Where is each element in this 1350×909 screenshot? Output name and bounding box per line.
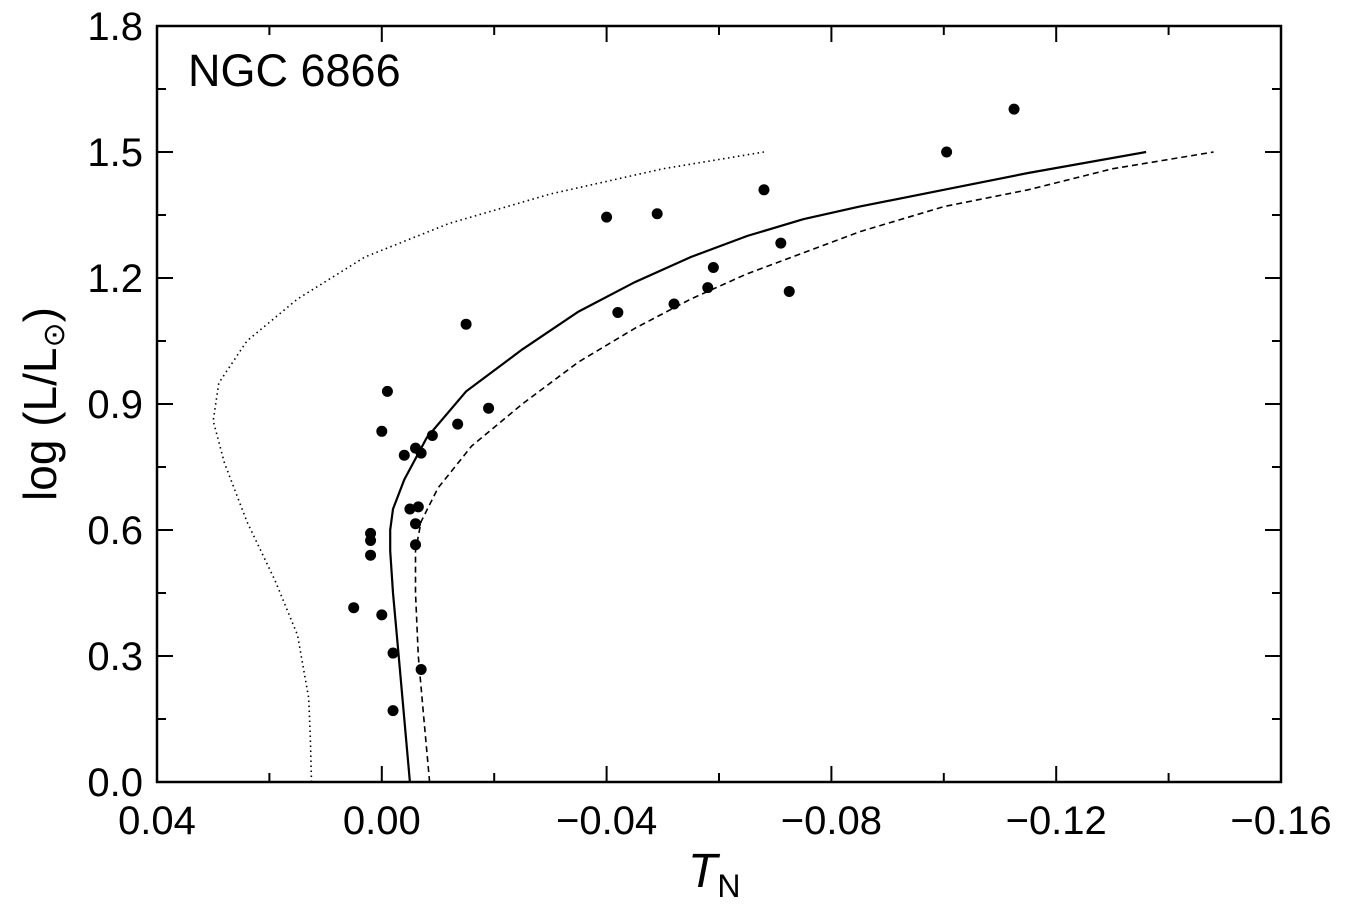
data-point [783, 285, 795, 297]
data-point [483, 402, 495, 414]
data-point [415, 447, 427, 459]
data-point [398, 449, 410, 461]
y-axis-title-sun-symbol: ⊙ [38, 322, 71, 347]
data-point [460, 318, 472, 330]
x-tick-label: 0.00 [343, 799, 421, 843]
data-point [365, 527, 377, 539]
x-tick-labels: 0.04 0.00 −0.04 −0.08 −0.12 −0.16 [118, 799, 1332, 843]
y-tick-label: 0.6 [87, 509, 143, 553]
data-point [601, 211, 613, 223]
x-tick-label: −0.12 [1006, 799, 1107, 843]
x-axis-title: TN [688, 845, 740, 904]
curve-solid [389, 150, 1147, 783]
data-point [387, 705, 399, 717]
plot-frame [155, 24, 1283, 784]
x-tick-label: 0.04 [118, 799, 196, 843]
y-axis-title-main: log (L/L [14, 348, 66, 501]
data-point [415, 663, 427, 675]
data-point [651, 208, 663, 220]
data-point [348, 602, 360, 614]
data-point [1008, 103, 1020, 115]
y-tick-label: 1.8 [87, 5, 143, 49]
data-point [412, 501, 424, 513]
y-tick-label: 0.3 [87, 635, 143, 679]
data-point [376, 609, 388, 621]
data-point [387, 647, 399, 659]
data-point [941, 146, 953, 158]
data-point [702, 282, 714, 294]
y-tick-label: 1.2 [87, 257, 143, 301]
curve-dashed [414, 151, 1214, 783]
x-tick-label: −0.04 [556, 799, 657, 843]
y-tick-labels: 0.0 0.3 0.6 0.9 1.2 1.5 1.8 [87, 5, 143, 805]
data-point [452, 418, 464, 430]
y-tick-label: 1.5 [87, 131, 143, 175]
data-point [365, 549, 377, 561]
data-point [758, 184, 770, 196]
data-point [404, 503, 416, 515]
data-point [707, 262, 719, 273]
y-axis-title-close: ) [14, 307, 66, 322]
data-point [668, 298, 680, 310]
x-axis-title-subscript: N [717, 868, 740, 904]
x-axis-title-main: T [688, 845, 721, 898]
x-tick-label: −0.08 [781, 799, 882, 843]
data-point [426, 430, 438, 441]
data-point [775, 237, 787, 249]
data-point [381, 385, 393, 397]
data-point [410, 518, 422, 530]
plot-annotation: NGC 6866 [188, 45, 401, 96]
data-points [348, 103, 1020, 717]
y-axis-title: log (L/L⊙) [14, 307, 71, 501]
curve-dotted [212, 151, 765, 783]
x-tick-label: −0.16 [1230, 799, 1331, 843]
data-point [376, 425, 388, 437]
y-tick-label: 0.9 [87, 383, 143, 427]
data-point [612, 306, 624, 318]
data-point [410, 539, 422, 551]
model-curves [212, 150, 1214, 783]
axis-ticks [156, 25, 1282, 783]
y-tick-label: 0.0 [87, 761, 143, 805]
